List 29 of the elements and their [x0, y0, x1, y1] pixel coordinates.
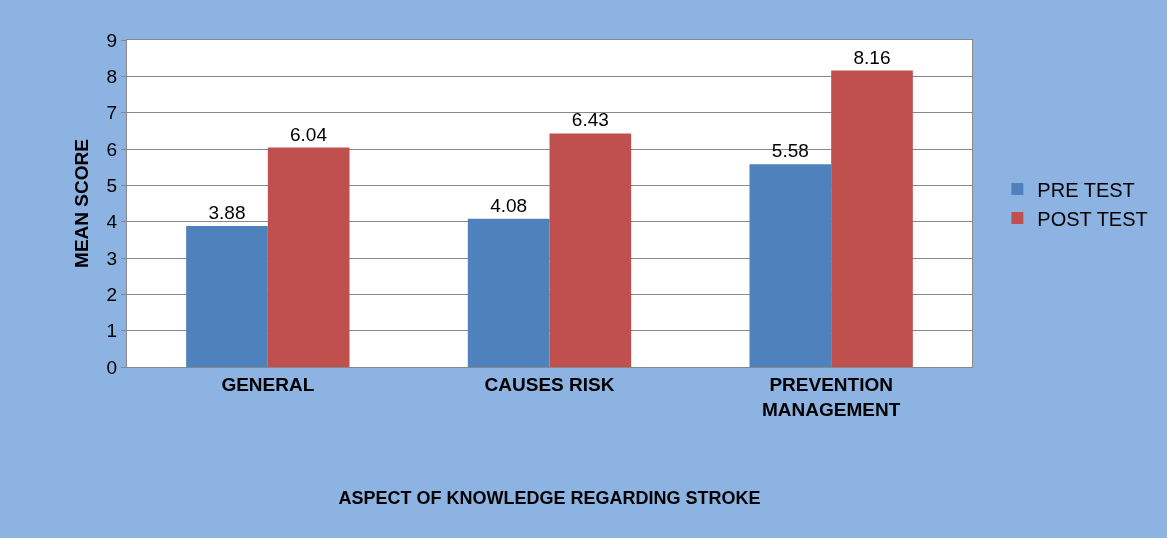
x-tick-label: GENERAL [221, 373, 315, 395]
bar [549, 133, 632, 367]
y-tick-label: 4 [106, 211, 118, 233]
legend-label: PRE TEST [1037, 178, 1135, 201]
bar [267, 147, 350, 367]
y-tick-label: 3 [106, 247, 118, 269]
data-label: 5.58 [771, 140, 809, 162]
bar [186, 226, 268, 367]
legend-label: POST TEST [1037, 207, 1148, 230]
y-tick-label: 7 [106, 102, 118, 124]
data-label: 3.88 [208, 202, 246, 224]
data-label: 6.04 [289, 123, 328, 145]
y-tick-label: 6 [106, 138, 118, 160]
bar [749, 164, 832, 367]
data-label: 8.16 [853, 46, 891, 68]
y-tick-label: 2 [106, 283, 118, 305]
x-tick-label: CAUSES RISK [484, 373, 615, 395]
y-tick-label: 8 [106, 65, 118, 87]
y-tick-label: 9 [106, 29, 118, 51]
x-axis-title: ASPECT OF KNOWLEDGE REGARDING STROKE [338, 487, 761, 508]
y-tick-label: 5 [106, 174, 118, 196]
data-label: 4.08 [490, 194, 528, 216]
y-tick-label: 0 [106, 356, 118, 378]
x-tick-label: PREVENTION MANAGEMENT [762, 373, 901, 420]
bar [467, 218, 550, 367]
data-label: 6.43 [571, 109, 609, 131]
y-axis-title: MEAN SCORE [71, 139, 93, 268]
bar [831, 70, 913, 367]
y-tick-label: 1 [106, 320, 118, 342]
